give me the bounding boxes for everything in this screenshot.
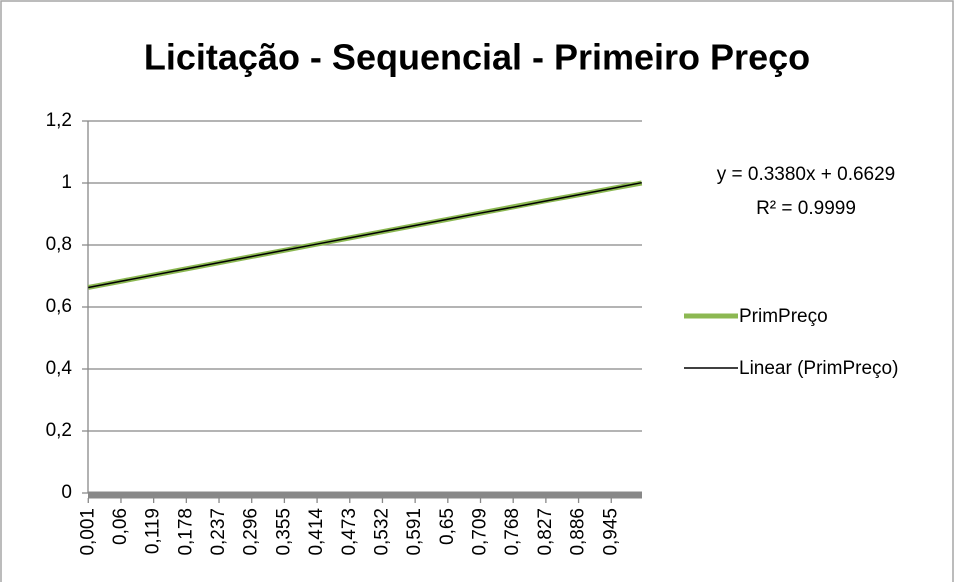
x-tick-label: 0,709	[470, 508, 491, 556]
y-tick-label: 0,8	[46, 234, 72, 255]
x-tick-label: 0,178	[175, 508, 196, 556]
y-tick-label: 0,6	[46, 296, 72, 317]
x-tick-label: 0,886	[568, 508, 589, 556]
x-tick-label: 0,296	[241, 508, 262, 556]
x-tick-label: 0,65	[437, 508, 458, 545]
y-tick-label: 0	[61, 482, 72, 503]
y-tick-label: 0,2	[46, 420, 72, 441]
x-tick-label: 0,532	[371, 508, 392, 556]
x-tick-label: 0,827	[535, 508, 556, 556]
series-line	[88, 181, 642, 289]
legend-label: Linear (PrimPreço)	[739, 358, 898, 379]
legend-label: PrimPreço	[739, 306, 828, 327]
x-tick-label: 0,591	[404, 508, 425, 556]
x-tick-label: 0,06	[110, 508, 131, 545]
x-tick-label: 0,355	[273, 508, 294, 556]
chart-title: Licitação - Sequencial - Primeiro Preço	[144, 37, 810, 78]
trend-equation: y = 0.3380x + 0.6629	[717, 164, 896, 185]
y-tick-label: 0,4	[46, 358, 73, 379]
x-tick-label: 0,945	[600, 508, 621, 556]
trend-r2: R² = 0.9999	[756, 198, 856, 219]
x-tick-label: 0,001	[77, 508, 98, 556]
x-tick-label: 0,473	[339, 508, 360, 556]
y-tick-label: 1,2	[46, 110, 72, 131]
x-tick-label: 0,237	[208, 508, 229, 556]
x-tick-label: 0,119	[143, 508, 164, 554]
x-tick-label: 0,414	[306, 508, 327, 556]
y-tick-label: 1	[61, 172, 72, 193]
x-tick-label: 0,768	[502, 508, 523, 556]
